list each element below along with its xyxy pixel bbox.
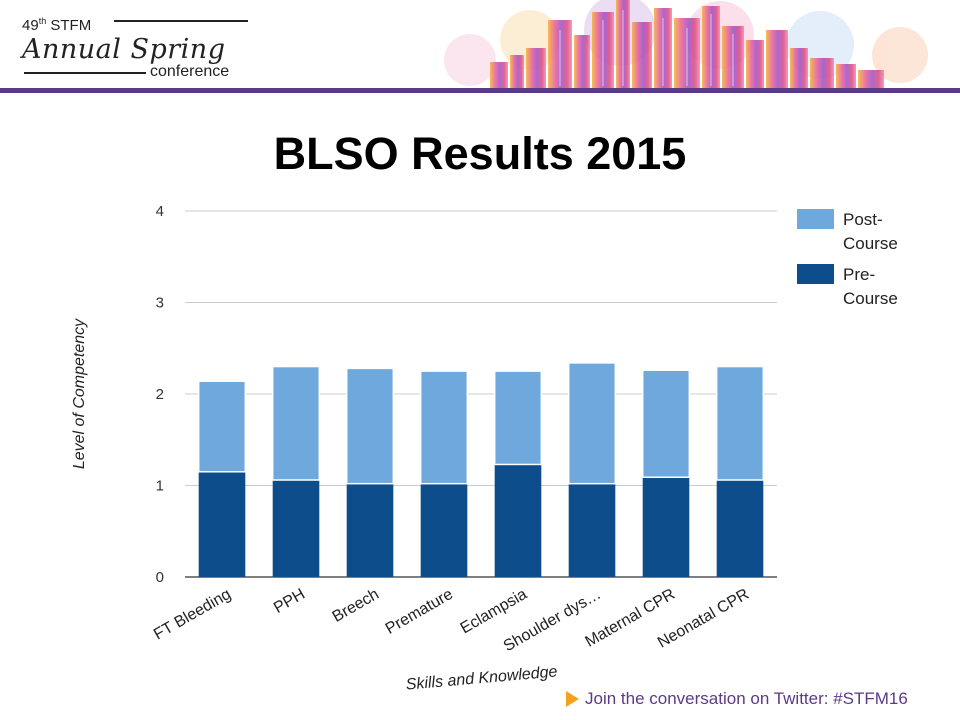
bar-pre-course	[642, 477, 690, 577]
legend-label: Course	[843, 234, 898, 253]
logo-rule-bottom	[24, 72, 146, 74]
logo-subtitle: conference	[150, 63, 230, 80]
chart-bars	[197, 362, 765, 577]
legend-swatch	[797, 209, 834, 229]
bar-post-course	[419, 370, 469, 485]
bar-post-course	[345, 367, 395, 485]
footer-text: Join the conversation on Twitter: #STFM1…	[585, 689, 908, 708]
x-tick-label: PPH	[271, 586, 308, 617]
y-tick-label: 4	[156, 203, 164, 220]
header-divider	[0, 88, 960, 93]
bar-pre-course	[272, 480, 320, 577]
conference-logo: 49th STFM Annual Spring conference	[22, 12, 254, 86]
bar-pre-course	[198, 471, 246, 577]
logo-rule-top	[114, 20, 248, 22]
bar-post-course	[271, 365, 321, 481]
bar-pre-course	[346, 483, 394, 577]
bar-pre-course	[716, 480, 764, 577]
city-skyline-image	[444, 0, 928, 88]
play-icon	[566, 691, 579, 707]
x-tick-label: Premature	[383, 586, 456, 638]
y-axis-title: Level of Competency	[71, 318, 88, 469]
chart-legend: Post- Course Pre- Course	[797, 209, 898, 308]
x-axis-labels: FT Bleeding PPH Breech Premature EclampsiaSh…	[151, 586, 752, 655]
x-axis-title: Skills and Knowledge	[405, 663, 558, 693]
legend-swatch	[797, 264, 834, 284]
y-tick-label: 2	[156, 386, 164, 403]
x-tick-label: Breech	[330, 586, 382, 626]
legend-label: Post-	[843, 210, 883, 229]
logo-script-title: Annual Spring	[22, 34, 226, 65]
bar-post-course	[567, 362, 617, 485]
bar-pre-course	[568, 483, 616, 577]
bar-pre-course	[494, 464, 542, 577]
logo-edition: 49th STFM	[22, 16, 92, 34]
twitter-footer: Join the conversation on Twitter: #STFM1…	[566, 688, 908, 710]
bar-pre-course	[420, 483, 468, 577]
bar-post-course	[641, 369, 691, 479]
slide-title: BLSO Results 2015	[273, 128, 687, 179]
legend-label: Pre-	[843, 265, 875, 284]
x-tick-label: FT Bleeding	[151, 586, 234, 644]
y-axis-ticks: 0 1 2 3 4	[156, 203, 164, 586]
legend-label: Course	[843, 289, 898, 308]
bar-post-course	[715, 365, 765, 481]
y-tick-label: 1	[156, 478, 164, 495]
y-tick-label: 3	[156, 295, 164, 312]
bar-post-course	[197, 380, 247, 473]
bar-post-course	[493, 370, 543, 466]
y-tick-label: 0	[156, 569, 164, 586]
